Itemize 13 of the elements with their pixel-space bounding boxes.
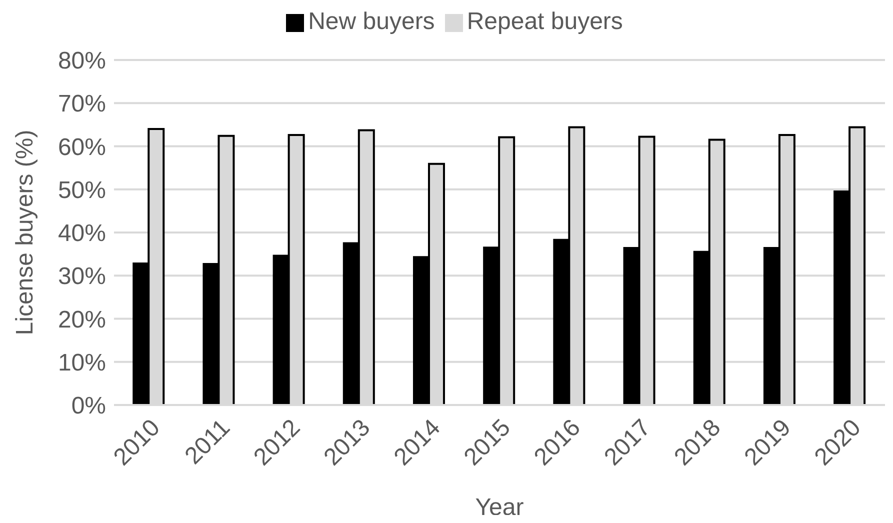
x-axis-title: Year [475, 494, 524, 521]
legend-label: New buyers [308, 8, 435, 35]
y-axis-title: License buyers (%) [12, 130, 39, 336]
y-tick-label: 40% [58, 220, 106, 248]
y-tick-label: 0% [71, 392, 106, 420]
y-tick-label: 60% [58, 134, 106, 161]
y-tick-label: 80% [58, 48, 106, 75]
legend-label: Repeat buyers [466, 8, 623, 35]
y-tick-label: 70% [58, 90, 106, 118]
y-tick-label: 50% [58, 176, 106, 204]
y-tick-label: 30% [58, 263, 106, 290]
y-tick-label: 10% [58, 349, 106, 376]
y-tick-label: 20% [58, 306, 106, 334]
